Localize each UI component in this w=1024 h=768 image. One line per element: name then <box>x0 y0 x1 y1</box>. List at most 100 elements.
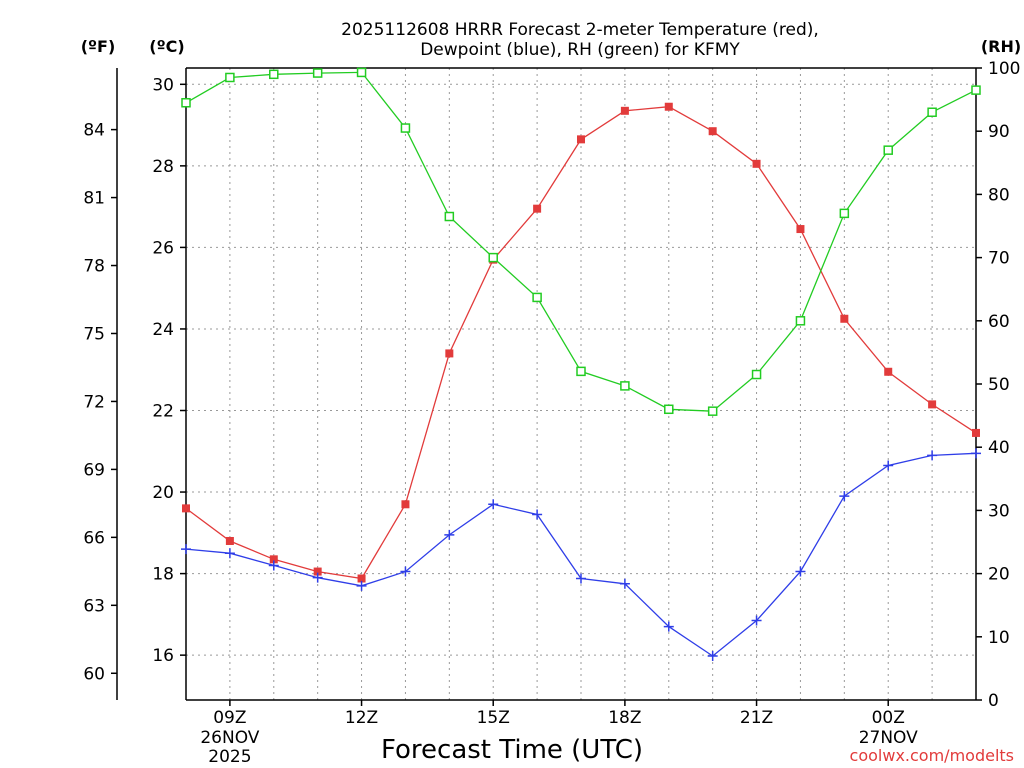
data-point <box>576 573 586 584</box>
data-point <box>971 448 981 459</box>
rh-tick-label: 40 <box>988 438 1010 458</box>
rh-tick-label: 80 <box>988 185 1010 205</box>
data-point <box>357 574 366 583</box>
data-point <box>577 135 585 144</box>
fahrenheit-tick-label: 60 <box>83 664 105 684</box>
time-tick-label: 09Z <box>213 708 246 728</box>
celsius-tick-label: 18 <box>152 565 174 585</box>
data-point <box>795 316 806 326</box>
rh-tick-label: 100 <box>988 59 1020 79</box>
data-point <box>312 572 323 583</box>
data-point <box>839 208 850 219</box>
data-point <box>488 499 499 510</box>
celsius-tick-label: 20 <box>152 483 174 503</box>
rh-unit-label: (RH) <box>981 37 1021 56</box>
fahrenheit-tick-label: 81 <box>83 189 105 209</box>
data-point <box>533 204 542 213</box>
data-point <box>796 225 805 234</box>
fahrenheit-tick-label: 66 <box>83 528 105 548</box>
data-point <box>268 560 279 571</box>
celsius-tick-label: 22 <box>152 402 174 422</box>
time-tick-date-label: 26NOV <box>200 728 259 748</box>
data-point <box>664 102 673 111</box>
rh-tick-label: 50 <box>988 375 1010 395</box>
data-point <box>619 578 630 589</box>
data-point <box>663 621 674 632</box>
data-point <box>707 406 718 416</box>
rh-tick-label: 60 <box>988 312 1010 332</box>
plot-axes <box>116 67 977 701</box>
data-point <box>269 69 279 80</box>
rh-tick-label: 20 <box>988 565 1010 585</box>
data-point <box>181 544 191 555</box>
fahrenheit-tick-label: 78 <box>83 257 105 277</box>
data-point <box>620 381 630 391</box>
time-tick-date-label: 27NOV <box>859 728 918 748</box>
data-point <box>972 428 980 437</box>
series-2 <box>181 67 981 416</box>
data-point <box>664 404 674 415</box>
time-tick-label: 21Z <box>740 708 773 728</box>
credit-label: coolwx.com/modelts <box>850 746 1014 765</box>
celsius-unit-label: (ºC) <box>149 37 184 56</box>
data-point <box>752 159 761 168</box>
data-point <box>708 127 717 136</box>
data-point <box>839 491 850 502</box>
data-point <box>445 349 454 358</box>
chart-subtitle: Dewpoint (blue), RH (green) for KFMY <box>420 40 740 60</box>
rh-tick-label: 90 <box>988 122 1010 142</box>
data-point <box>356 67 367 78</box>
rh-tick-label: 30 <box>988 501 1010 521</box>
data-point <box>401 500 410 509</box>
data-point <box>751 369 762 380</box>
data-point <box>576 366 586 377</box>
fahrenheit-tick-label: 63 <box>83 596 105 616</box>
data-point <box>883 460 894 471</box>
series-0 <box>182 102 980 583</box>
data-point <box>795 566 806 577</box>
celsius-tick-label: 30 <box>152 75 174 95</box>
time-tick-label: 00Z <box>872 708 905 728</box>
celsius-tick-label: 26 <box>152 238 174 258</box>
data-point <box>444 529 455 540</box>
x-axis-label: Forecast Time (UTC) <box>381 735 643 765</box>
chart-title: 2025112608 HRRR Forecast 2-meter Tempera… <box>341 20 819 40</box>
grid-lines <box>186 68 976 700</box>
time-tick-year-label: 2025 <box>208 747 251 767</box>
rh-axis: 0 10 20 30 40 50 60 70 80 90 100 <box>976 59 1020 711</box>
data-point <box>884 367 893 376</box>
data-point <box>400 123 411 133</box>
data-point <box>751 615 762 626</box>
data-point <box>620 106 629 115</box>
fahrenheit-tick-label: 69 <box>83 460 105 480</box>
data-point <box>927 107 937 117</box>
celsius-tick-label: 16 <box>152 646 174 666</box>
time-tick-label: 12Z <box>345 708 378 728</box>
data-point <box>224 548 235 559</box>
celsius-tick-label: 28 <box>152 157 174 177</box>
data-point <box>444 211 455 222</box>
celsius-tick-label: 24 <box>152 320 174 340</box>
data-point <box>707 650 718 661</box>
data-point <box>971 85 981 95</box>
data-point <box>840 314 849 323</box>
rh-tick-label: 70 <box>988 249 1010 269</box>
data-point <box>225 536 234 545</box>
data-series <box>181 67 981 661</box>
data-point <box>356 580 367 591</box>
celsius-axis: 16 18 20 22 24 26 28 30 <box>152 75 186 666</box>
fahrenheit-tick-label: 72 <box>83 392 105 412</box>
time-tick-label: 15Z <box>477 708 510 728</box>
data-point <box>400 566 411 577</box>
data-point <box>928 400 937 409</box>
data-point <box>225 72 235 83</box>
data-point <box>312 68 323 78</box>
data-point <box>269 555 278 564</box>
data-point <box>313 567 322 576</box>
fahrenheit-unit-label: (ºF) <box>81 37 116 56</box>
data-point <box>883 145 893 155</box>
data-point <box>927 450 938 461</box>
data-point <box>181 98 191 108</box>
